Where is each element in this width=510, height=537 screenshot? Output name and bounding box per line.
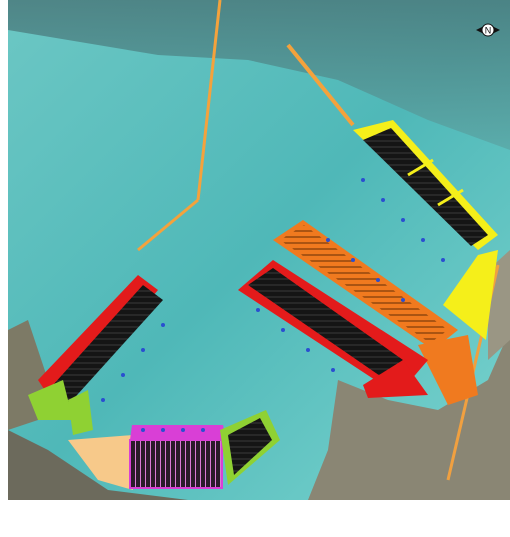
middle-terminal [273,220,478,405]
port-map-svg: N [8,0,510,500]
west-terminal [28,275,163,435]
breakwater-west-arm [137,198,199,252]
breakwater-north [196,0,222,201]
cranes [101,178,445,432]
breakwater-east [286,43,355,127]
land-southeast [308,330,510,500]
bottom-margin [0,500,510,537]
central-pier [238,260,428,398]
south-small-terminal [220,410,280,485]
land-southwest [8,430,188,500]
port-map: N [8,0,510,500]
east-terminal [353,120,498,340]
tan-zone [68,435,133,490]
north-arrow-icon: N [476,23,500,37]
deep-water [8,0,510,150]
compass-label: N [485,26,492,36]
